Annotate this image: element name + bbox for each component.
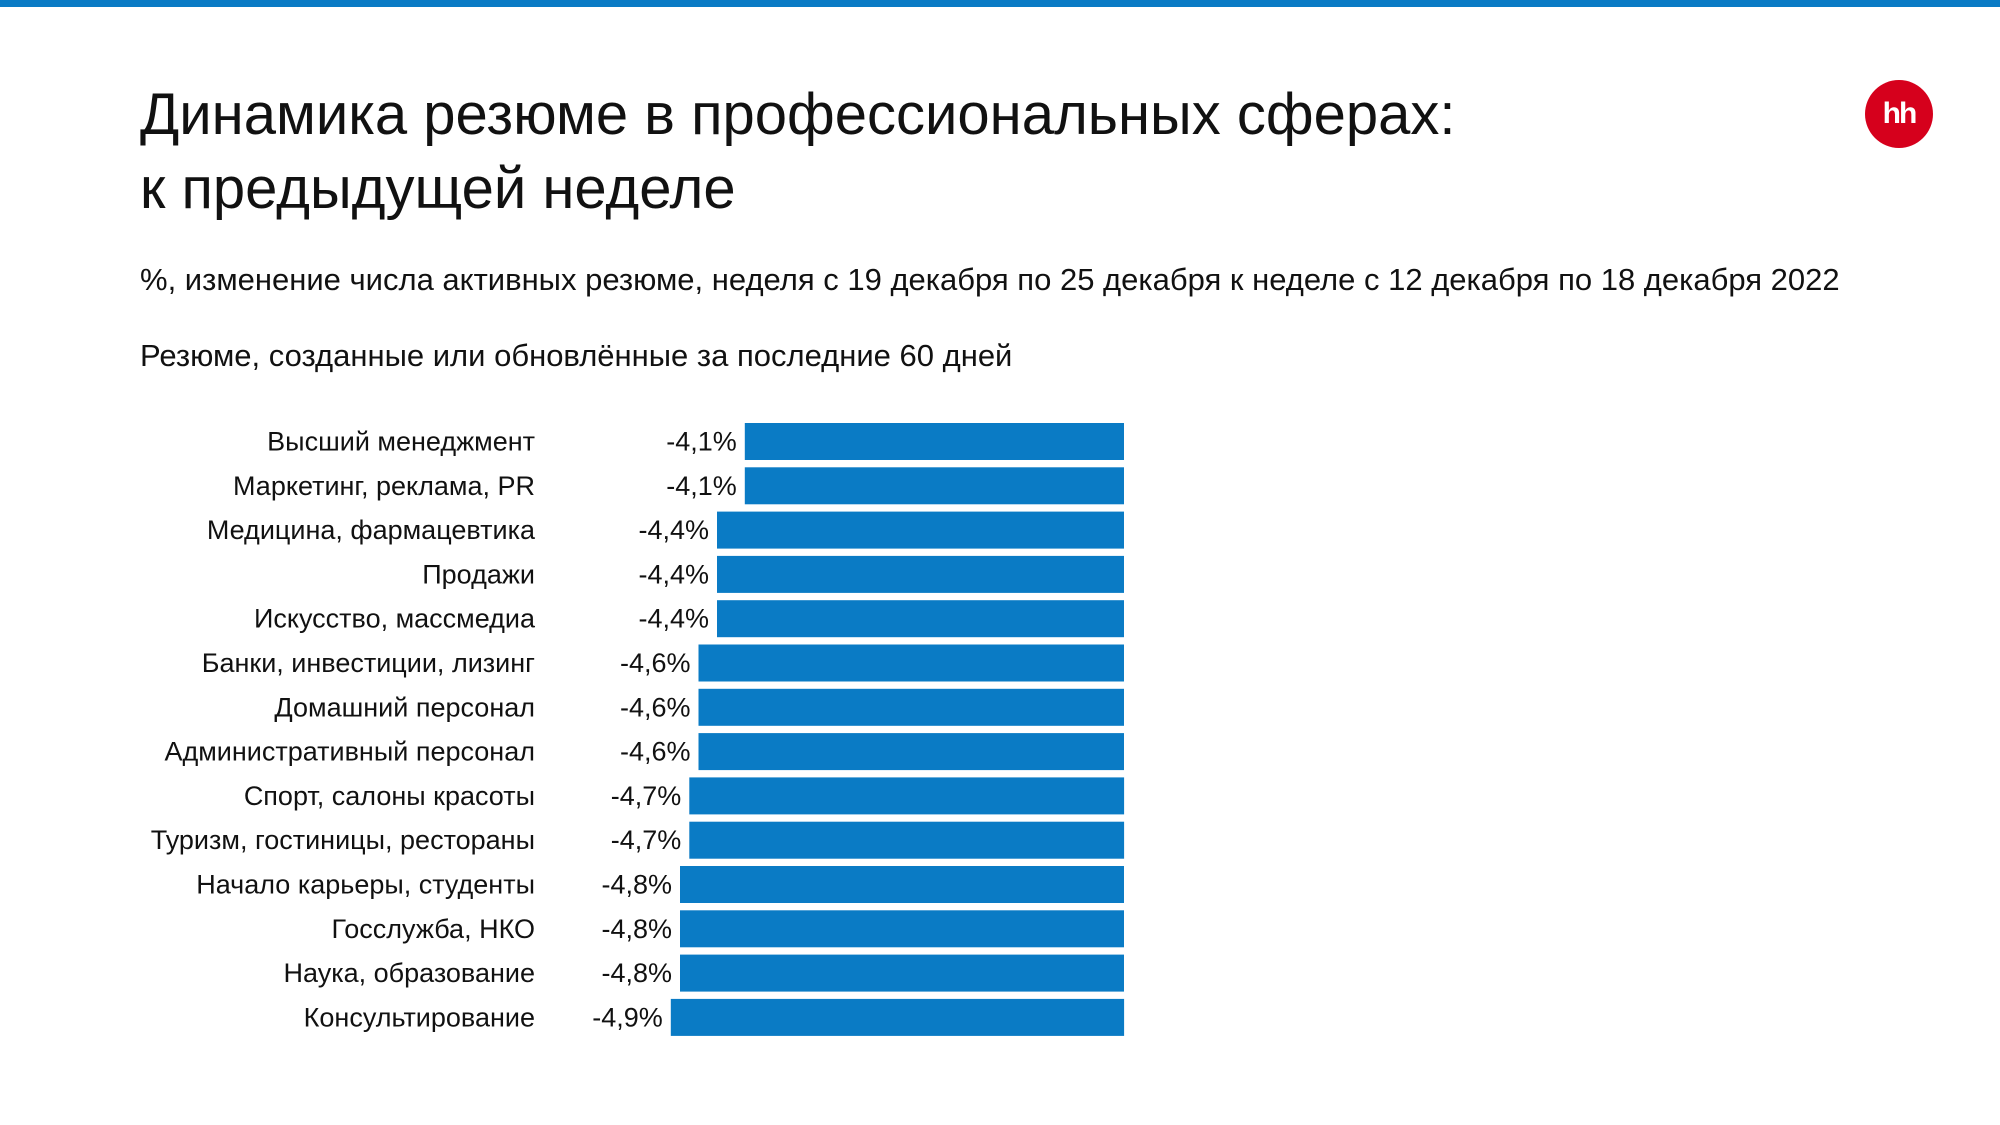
title-line-1: Динамика резюме в профессиональных сфера… (140, 82, 1456, 147)
page-title: Динамика резюме в профессиональных сфера… (140, 78, 1840, 226)
category-label: Банки, инвестиции, лизинг (202, 648, 535, 678)
value-label: -4,8% (601, 958, 672, 988)
value-label: -4,4% (638, 515, 709, 545)
bar (698, 688, 1124, 726)
value-label: -4,4% (638, 604, 709, 634)
value-label: -4,4% (638, 559, 709, 589)
bar (698, 733, 1124, 771)
bar (744, 423, 1124, 460)
chart-note: Резюме, созданные или обновлённые за пос… (140, 338, 1013, 373)
bar (670, 998, 1125, 1036)
value-label: -4,6% (620, 692, 691, 722)
bar (717, 600, 1124, 638)
bar (689, 821, 1125, 859)
bar (689, 777, 1125, 815)
category-label: Домашний персонал (274, 692, 535, 722)
category-label: Туризм, гостиницы, рестораны (151, 825, 535, 855)
bar (717, 555, 1124, 593)
category-label: Медицина, фармацевтика (207, 515, 536, 545)
value-label: -4,1% (666, 471, 737, 501)
bar (680, 954, 1124, 992)
category-label: Административный персонал (164, 737, 535, 767)
category-label: Наука, образование (283, 958, 535, 988)
title-line-2: к предыдущей неделе (140, 156, 736, 221)
value-label: -4,6% (620, 737, 691, 767)
chart-subtitle: %, изменение числа активных резюме, неде… (140, 262, 1840, 297)
category-label: Маркетинг, реклама, PR (233, 471, 535, 501)
category-label: Начало карьеры, студенты (196, 870, 535, 900)
bar (744, 467, 1124, 505)
bar (717, 511, 1124, 549)
value-label: -4,7% (611, 825, 682, 855)
category-label: Госслужба, НКО (331, 914, 535, 944)
value-label: -4,7% (611, 781, 682, 811)
value-label: -4,1% (666, 427, 737, 457)
category-label: Высший менеджмент (267, 427, 535, 457)
value-label: -4,8% (601, 914, 672, 944)
bar (680, 866, 1124, 903)
category-label: Спорт, салоны красоты (244, 781, 535, 811)
category-label: Продажи (422, 559, 535, 589)
value-label: -4,6% (620, 648, 691, 678)
top-accent-bar (0, 0, 2000, 7)
value-label: -4,8% (601, 870, 672, 900)
category-label: Консультирование (304, 1002, 535, 1032)
hh-logo: hh (1865, 80, 1933, 148)
category-label: Искусство, массмедиа (254, 604, 536, 634)
bar (680, 910, 1124, 948)
bar (698, 644, 1124, 682)
value-label: -4,9% (592, 1002, 663, 1032)
